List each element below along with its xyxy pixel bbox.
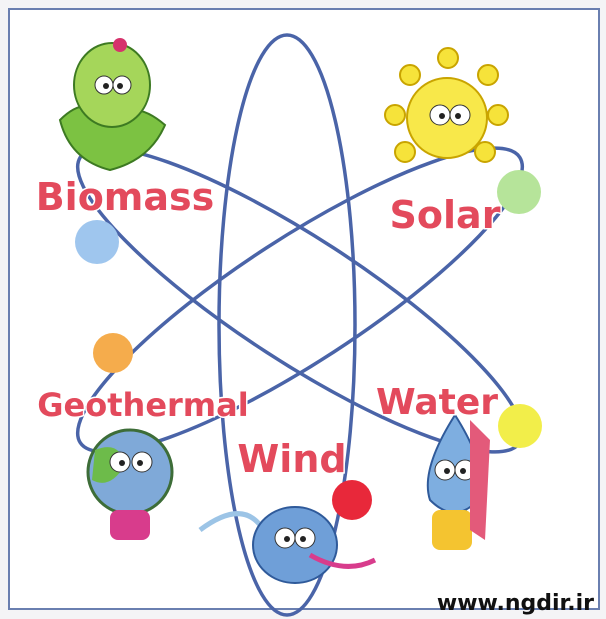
label-geothermal: Geothermal <box>37 386 248 424</box>
label-solar: Solar <box>390 193 501 237</box>
electron-green <box>497 170 541 214</box>
electron-yellow <box>498 404 542 448</box>
label-water: Water <box>376 382 498 423</box>
electron-red <box>332 480 372 520</box>
electron-orange <box>93 333 133 373</box>
electron-blue <box>75 220 119 264</box>
energy-diagram: Biomass Solar Geothermal Water Wind www.… <box>0 0 606 619</box>
watermark: www.ngdir.ir <box>437 591 594 616</box>
label-biomass: Biomass <box>36 175 215 219</box>
label-wind: Wind <box>237 437 346 481</box>
